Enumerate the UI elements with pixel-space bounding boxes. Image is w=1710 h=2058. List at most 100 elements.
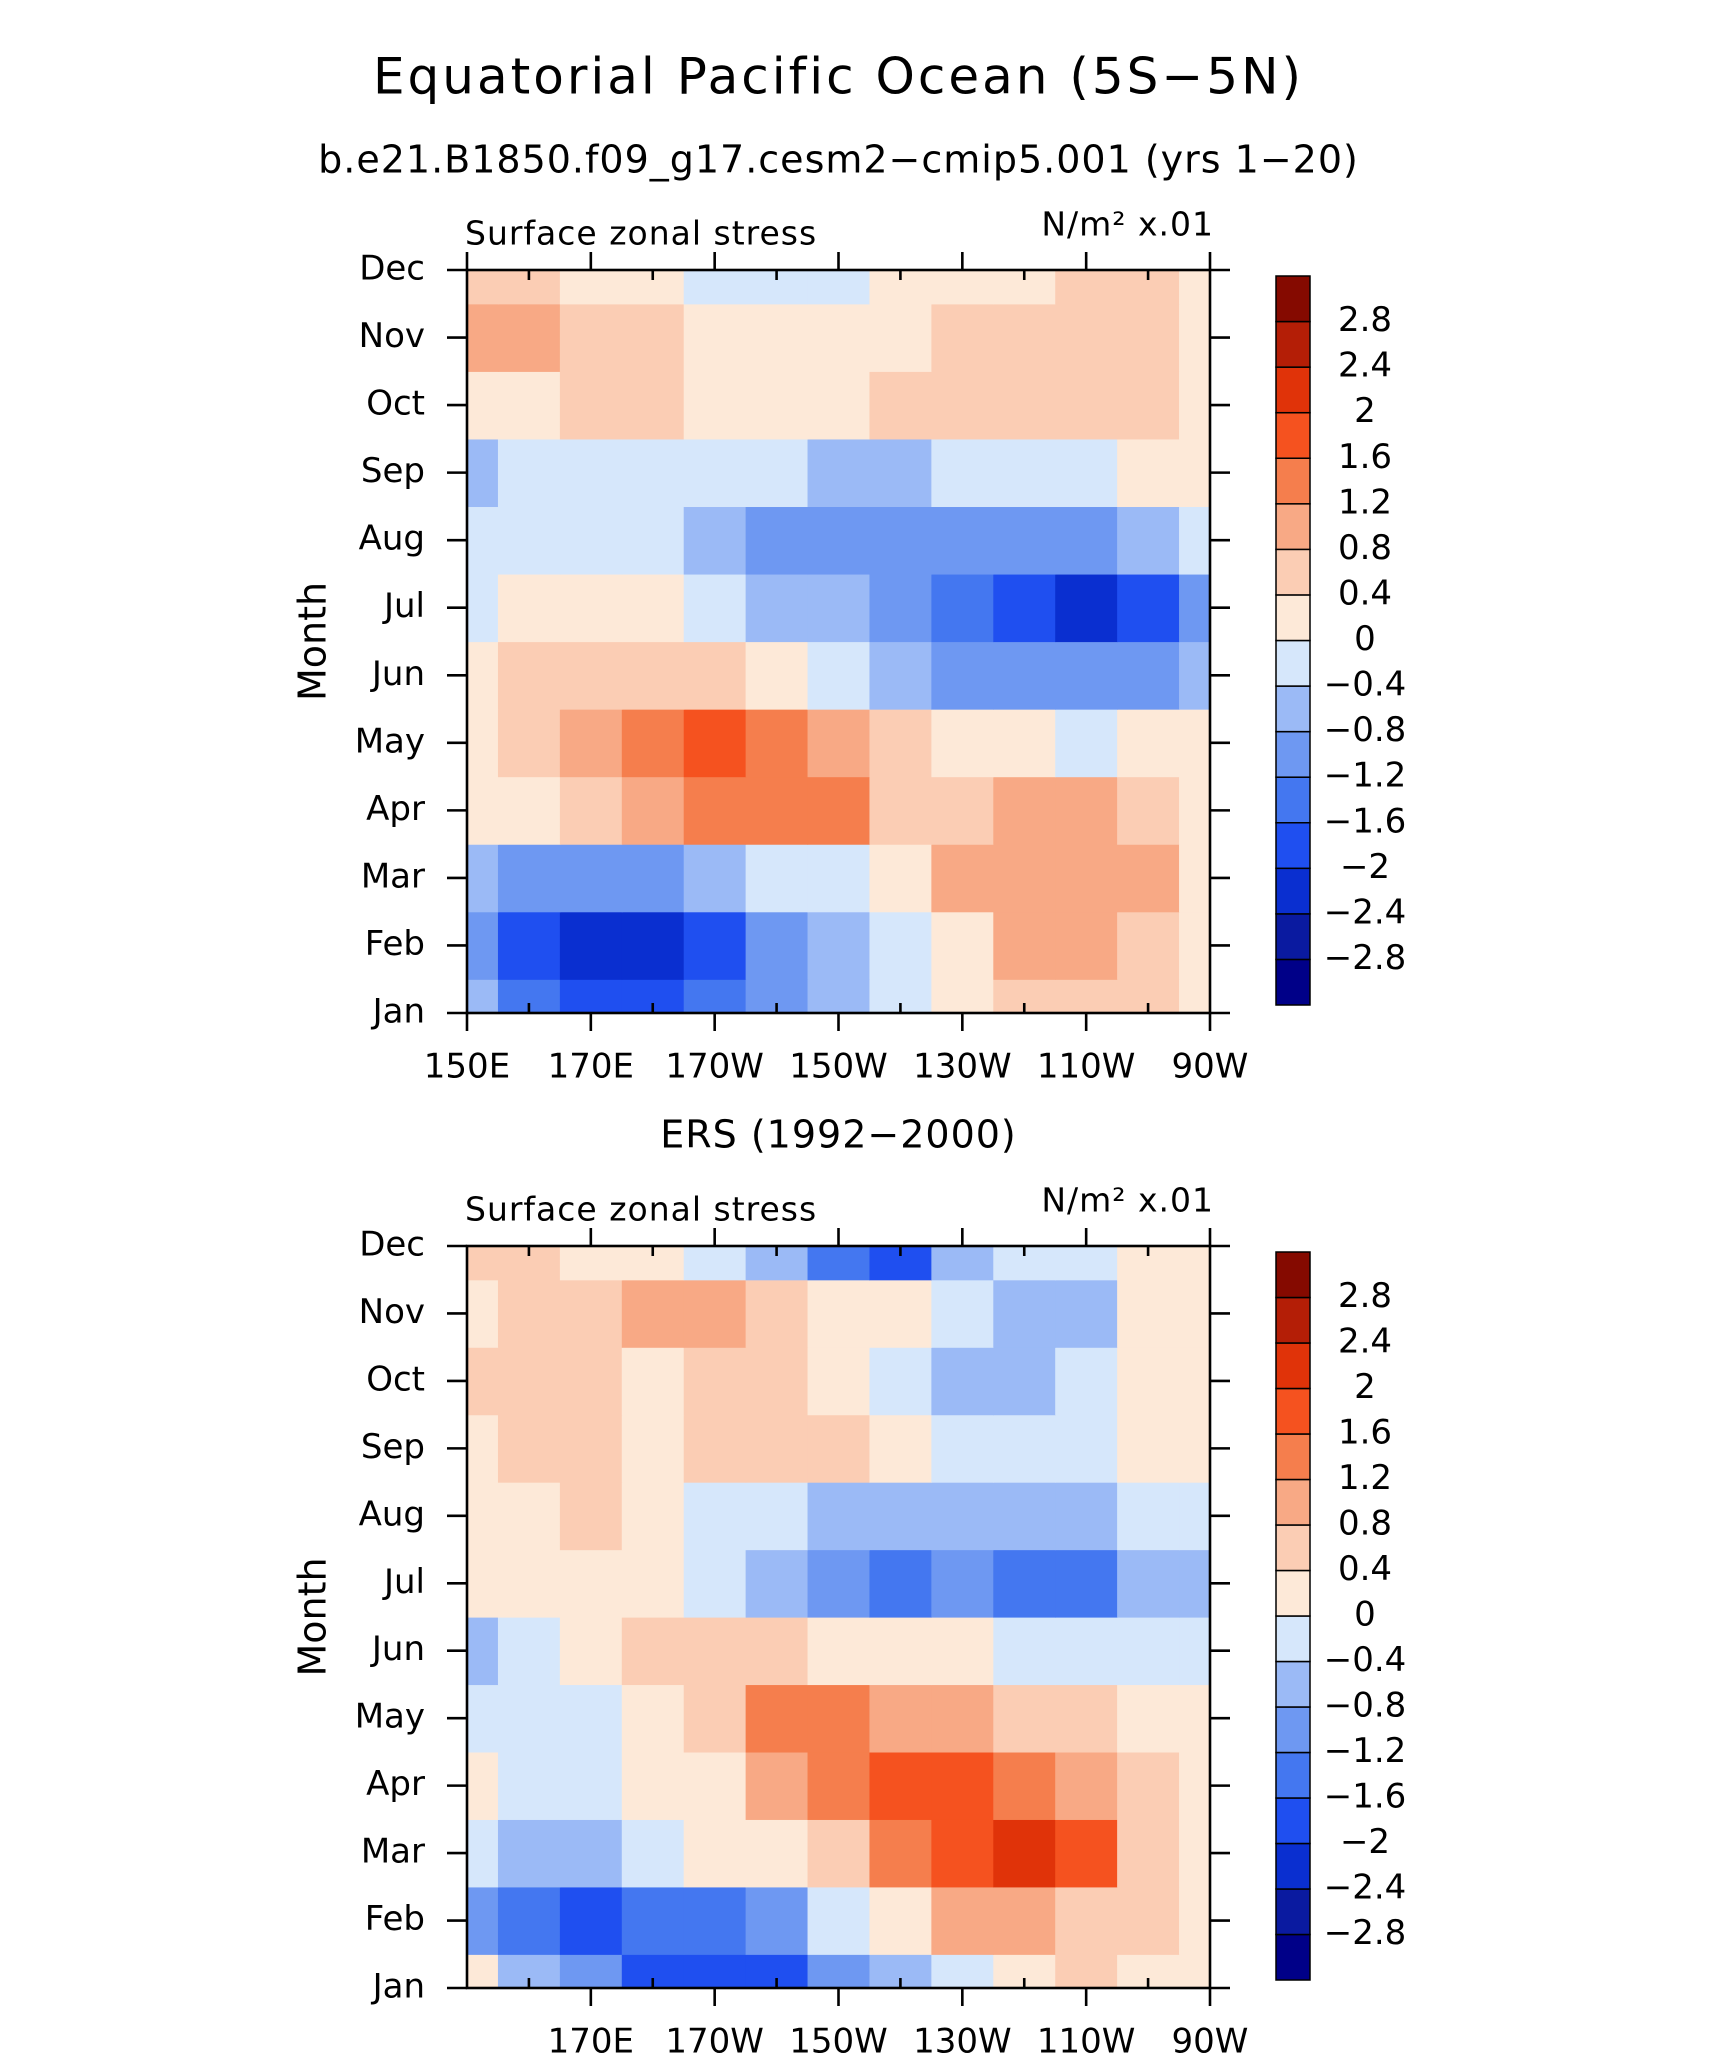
cell <box>1179 1684 1210 1753</box>
cell <box>745 911 809 980</box>
cell <box>745 776 809 845</box>
cell <box>869 641 932 710</box>
cell <box>621 1279 685 1348</box>
cell <box>931 1414 994 1483</box>
cell <box>1055 1279 1118 1348</box>
cell <box>807 573 871 643</box>
colorbar-label: −2.4 <box>1324 892 1407 932</box>
colorbar-label: −0.8 <box>1324 1686 1407 1726</box>
colorbar-box <box>1275 1296 1311 1344</box>
colorbar-box <box>1275 1524 1311 1572</box>
colorbar-label: −2.8 <box>1324 1913 1407 1953</box>
cell <box>559 1886 623 1955</box>
cell <box>931 709 994 778</box>
cell <box>1117 844 1180 913</box>
colorbar-label: −1.2 <box>1324 1731 1407 1771</box>
colorbar-box <box>1275 548 1311 596</box>
cell <box>1179 1246 1210 1281</box>
cell <box>1055 1751 1118 1820</box>
cell <box>807 979 871 1013</box>
y-tick-label: Feb <box>365 924 425 964</box>
colorbar-label: 0.8 <box>1338 528 1392 568</box>
cell <box>683 1617 747 1686</box>
cell <box>683 1246 747 1281</box>
cell <box>1117 1482 1180 1551</box>
cell <box>497 1414 561 1483</box>
cell <box>807 1886 871 1955</box>
cell <box>993 1684 1056 1753</box>
x-tick-label: 150E <box>424 1047 510 1087</box>
y-tick-label: Mar <box>361 856 425 896</box>
cell <box>931 1954 994 1988</box>
y-tick-label: Jul <box>382 586 425 626</box>
cell <box>993 1279 1056 1348</box>
cell <box>1117 303 1180 372</box>
cell <box>1117 1347 1180 1416</box>
cell <box>993 1751 1056 1820</box>
cell <box>869 1279 932 1348</box>
cell <box>869 911 932 980</box>
colorbar-box <box>1275 366 1311 414</box>
cell <box>1179 573 1210 643</box>
cell <box>745 438 809 508</box>
cell <box>807 709 871 778</box>
colorbar-box <box>1275 639 1311 687</box>
cell <box>1179 1751 1210 1820</box>
cell <box>869 1819 932 1888</box>
cell <box>1117 709 1180 778</box>
cell <box>869 709 932 778</box>
cell <box>745 1549 809 1618</box>
cell <box>559 303 623 372</box>
y-tick-label: Dec <box>359 1225 425 1265</box>
cell <box>559 1684 623 1753</box>
cell <box>1117 776 1180 845</box>
cell <box>497 1751 561 1820</box>
colorbar-label: 2.8 <box>1338 1276 1392 1316</box>
cell <box>807 641 871 710</box>
y-tick-label: Mar <box>361 1832 425 1872</box>
colorbar-label: −2 <box>1340 1822 1390 1862</box>
y-tick-label: Feb <box>365 1899 425 1939</box>
cell <box>559 506 623 575</box>
cell <box>621 506 685 575</box>
cell <box>559 371 623 440</box>
x-tick-label: 170W <box>665 1047 764 1087</box>
cell <box>931 506 994 575</box>
cell <box>993 709 1056 778</box>
cell <box>869 506 932 575</box>
cell <box>807 1954 871 1988</box>
cell <box>869 573 932 643</box>
cell <box>1179 1819 1210 1888</box>
cell <box>807 303 871 372</box>
cell <box>931 1279 994 1348</box>
x-tick-label: 130W <box>913 1047 1012 1087</box>
cell <box>497 776 561 845</box>
x-tick-label: 130W <box>913 2022 1012 2058</box>
cell <box>869 1347 932 1416</box>
cell <box>745 709 809 778</box>
cell <box>497 844 561 913</box>
colorbar-box <box>1275 1842 1311 1890</box>
cell <box>1055 270 1118 305</box>
cell <box>1117 1751 1180 1820</box>
cell <box>1055 1819 1118 1888</box>
colorbar-box <box>1275 1569 1311 1617</box>
cell <box>1055 1954 1118 1988</box>
colorbar-box <box>1275 730 1311 778</box>
colorbar-box <box>1275 275 1311 323</box>
cell <box>683 1482 747 1551</box>
cell <box>683 1819 747 1888</box>
cell <box>807 1414 871 1483</box>
cell <box>683 438 747 508</box>
x-tick-label: 110W <box>1037 1047 1136 1087</box>
cell <box>683 641 747 710</box>
cell <box>931 303 994 372</box>
cell <box>931 776 994 845</box>
cell <box>869 1414 932 1483</box>
cell <box>1179 911 1210 980</box>
cell <box>869 371 932 440</box>
colorbar-box <box>1275 1387 1311 1435</box>
cell <box>1117 1886 1180 1955</box>
cell <box>559 979 623 1013</box>
cell <box>807 270 871 305</box>
